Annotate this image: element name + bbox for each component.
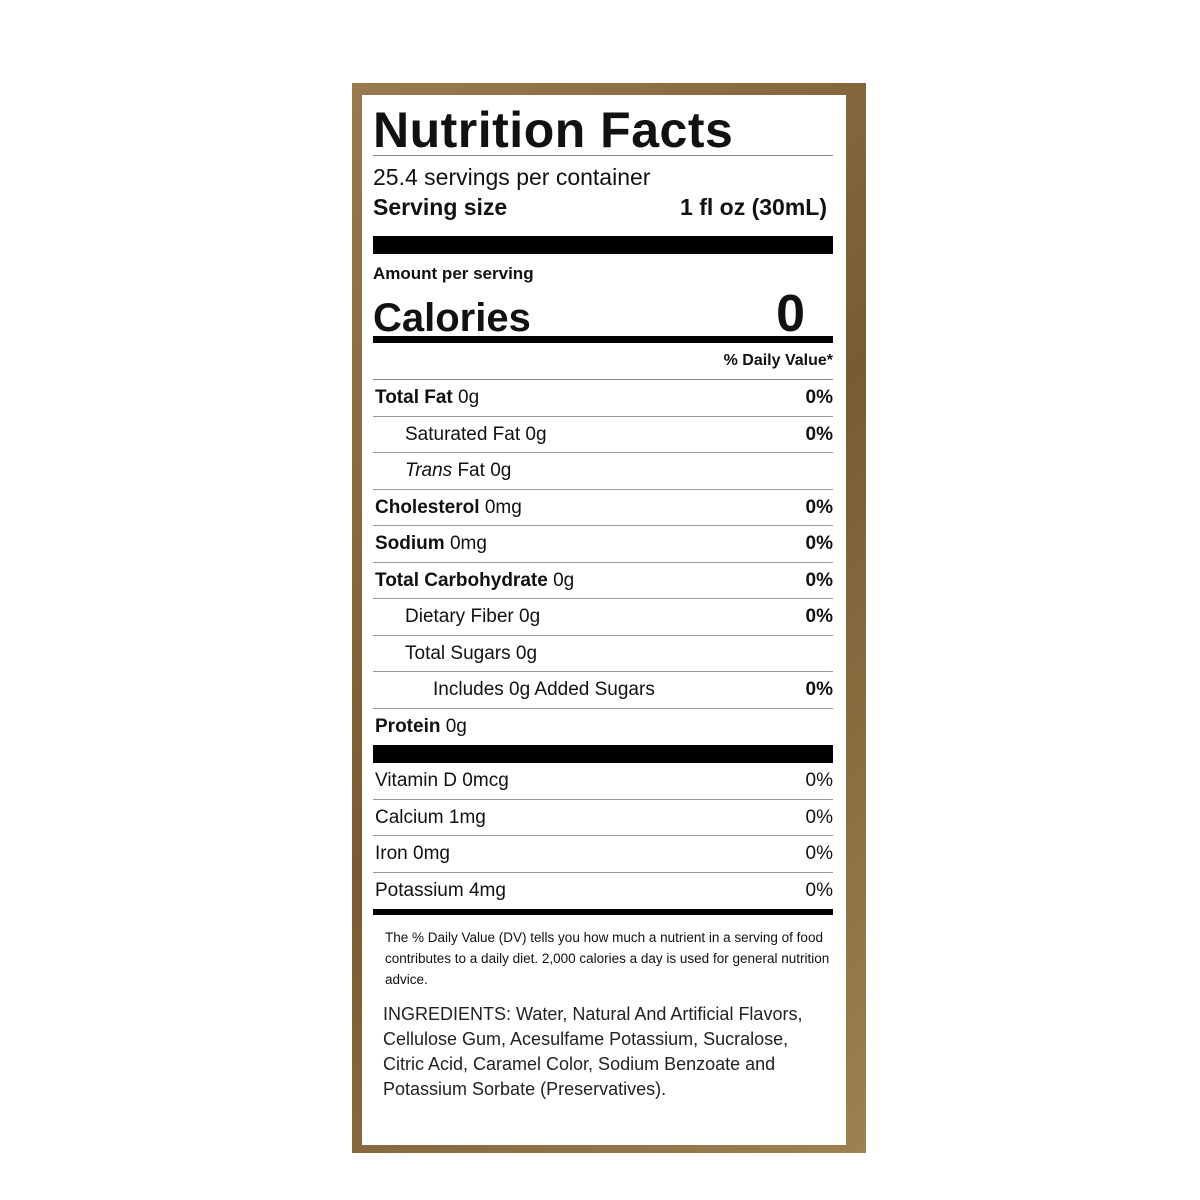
nutrient-row: Cholesterol 0mg 0% <box>373 490 833 526</box>
nutrient-dv: 0% <box>805 423 833 445</box>
vitamin-amount: 0mg <box>413 843 450 864</box>
amount-per-serving: Amount per serving <box>373 264 534 283</box>
nutrient-name: Total Carbohydrate <box>375 569 548 591</box>
label-panel: Nutrition Facts 25.4 servings per contai… <box>362 95 846 1145</box>
vitamin-name: Vitamin D <box>375 770 458 791</box>
vitamin-text: Potassium 4mg <box>375 873 506 910</box>
nutrient-amount: 0g <box>458 387 480 408</box>
calories: Calories 0 <box>373 284 833 343</box>
nutrient-dv: 0% <box>805 533 833 554</box>
nutrient-row: Sodium 0mg 0% <box>373 526 833 563</box>
nutrient-row: Includes 0g Added Sugars 0% <box>373 672 833 709</box>
divider <box>373 336 833 343</box>
nutrient-dv: 0% <box>805 606 833 627</box>
vitamins: Vitamin D 0mcg 0% Calcium 1mg 0% Iron 0mg 0% P… <box>373 763 833 909</box>
nutrient-amount: 0g <box>553 569 575 591</box>
vitamin-name: Iron <box>375 843 408 864</box>
vitamin-amount: 1mg <box>448 806 486 828</box>
nutrient-row: Protein 0g <box>373 709 833 746</box>
calories-label: Calories <box>373 296 531 340</box>
nutrient-amount: 0g <box>445 715 467 737</box>
vitamin-name: Potassium <box>375 879 464 901</box>
nutrient-dv: 0% <box>805 569 833 591</box>
divider <box>373 909 833 915</box>
vitamin-text: Iron 0mg <box>375 836 450 872</box>
nutrient-amount: 0g <box>490 460 512 481</box>
nutrient-row: Trans Fat 0g <box>373 453 833 490</box>
nutrient-row: Total Sugars 0g <box>373 636 833 672</box>
nutrient-amount: 0mg <box>449 533 487 554</box>
vitamin-dv: 0% <box>805 879 833 901</box>
nutrient-name: Protein <box>375 715 441 737</box>
calories-value: 0 <box>776 285 805 343</box>
serving-size: Serving size 1 fl oz (30mL) <box>373 194 833 224</box>
label-frame: Nutrition Facts 25.4 servings per contai… <box>352 83 866 1153</box>
serving-size-label: Serving size <box>373 194 508 220</box>
vitamin-row: Potassium 4mg 0% <box>373 873 833 910</box>
nutrient-dv: 0% <box>805 496 833 518</box>
nutrient-name: Cholesterol <box>375 496 480 518</box>
vitamin-text: Vitamin D 0mcg <box>375 763 509 799</box>
nutrient-name: Total Sugars <box>405 642 511 664</box>
vitamin-amount: 4mg <box>468 879 506 901</box>
vitamin-row: Vitamin D 0mcg 0% <box>373 763 833 800</box>
nutrient-name: Includes 0g Added Sugars <box>433 679 655 700</box>
nutrient-amount: 0mg <box>484 496 522 518</box>
nutrient-row: Total Carbohydrate 0g 0% <box>373 563 833 599</box>
nutrient-row: Dietary Fiber 0g 0% <box>373 599 833 636</box>
vitamin-dv: 0% <box>805 843 833 864</box>
vitamin-row: Calcium 1mg 0% <box>373 800 833 836</box>
divider <box>373 745 833 763</box>
nutrient-name: Total Fat <box>375 387 453 408</box>
nutrient-name: Saturated Fat <box>405 423 521 445</box>
nutrient-row: Total Fat 0g 0% <box>373 380 833 417</box>
nutrient-name: Trans <box>405 460 453 481</box>
nutrient-dv: 0% <box>805 387 833 408</box>
dv-header: % Daily Value* <box>373 343 833 380</box>
nutrient-name: Dietary Fiber <box>405 606 514 627</box>
title: Nutrition Facts <box>373 95 833 158</box>
nutrient-name: Sodium <box>375 533 445 554</box>
serving-size-value: 1 fl oz (30mL) <box>680 194 827 220</box>
ingredients: INGREDIENTS: Water, Natural And Artifici… <box>383 1004 803 1099</box>
vitamin-amount: 0mcg <box>462 770 509 791</box>
vitamin-dv: 0% <box>805 806 833 828</box>
footnote: The % Daily Value (DV) tells you how muc… <box>385 930 830 987</box>
nutrient-dv: 0% <box>805 679 833 700</box>
nutrient-row: Saturated Fat 0g 0% <box>373 417 833 453</box>
vitamin-text: Calcium 1mg <box>375 800 486 836</box>
vitamin-dv: 0% <box>805 770 833 791</box>
nutrient-name: Fat <box>457 460 485 481</box>
vitamin-name: Calcium <box>375 806 444 828</box>
nutrient-amount: 0g <box>519 606 541 627</box>
divider <box>373 236 833 254</box>
vitamin-row: Iron 0mg 0% <box>373 836 833 873</box>
nutrient-amount: 0g <box>525 423 547 445</box>
nutrient-amount: 0g <box>515 642 538 664</box>
label-content: Nutrition Facts 25.4 servings per contai… <box>373 95 833 1102</box>
servings: 25.4 servings per container <box>373 164 651 190</box>
